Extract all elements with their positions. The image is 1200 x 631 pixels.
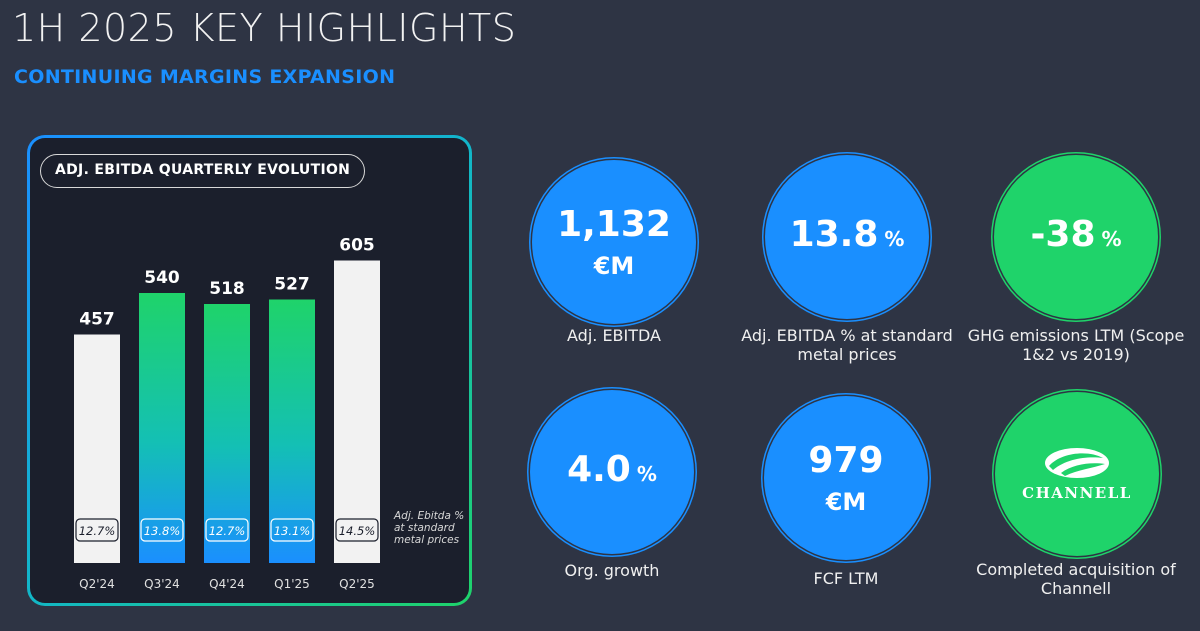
pct-badge [270, 518, 314, 542]
pct-badge [335, 518, 379, 542]
kpi-label-org-growth: Org. growth [564, 561, 660, 580]
kpi-circle-org-growth: 4.0% [530, 390, 694, 554]
channell-logo: CHANNELL [1022, 446, 1132, 502]
channell-logo-text: CHANNELL [1022, 484, 1132, 502]
kpi-label-fcf: FCF LTM [813, 569, 879, 588]
kpi-unit: €M [593, 252, 635, 280]
x-tick-label: Q4'24 [209, 577, 245, 591]
pct-badge [140, 518, 184, 542]
chart-note: Adj. Ebitda % at standard metal prices [394, 510, 465, 546]
kpi-value-row: 13.8% [790, 214, 905, 260]
kpi-unit: % [884, 227, 905, 251]
bar-value-label: 518 [209, 279, 245, 299]
pct-label: 12.7% [79, 524, 116, 538]
kpi-unit: €M [825, 488, 867, 516]
kpi-value: 1,132 [557, 204, 671, 245]
x-tick-label: Q2'25 [339, 577, 375, 591]
channell-swirl-icon [1044, 448, 1109, 478]
kpi-label-adj-ebitda: Adj. EBITDA [567, 326, 661, 345]
bar-value-label: 540 [144, 268, 180, 288]
pct-label: 14.5% [339, 524, 376, 538]
kpi-circle-channell: CHANNELL [995, 392, 1159, 556]
page-title: 1H 2025 KEY HIGHLIGHTS [12, 6, 517, 50]
kpi-unit: % [1101, 227, 1122, 251]
x-tick-label: Q3'24 [144, 577, 180, 591]
kpi-value: -38 [1030, 214, 1096, 255]
bar-Q3'24 [139, 293, 185, 563]
ebitda-bar-chart: 457 12.7% Q2'24 540 13.8% Q3'24 518 12.7% Q4'24 5… [74, 236, 380, 591]
kpi-circle-ghg: -38% [994, 155, 1158, 319]
bar-value-label: 457 [79, 310, 115, 330]
x-tick-label: Q1'25 [274, 577, 310, 591]
pct-label: 13.1% [274, 524, 311, 538]
ebitda-chart-inner: 457 12.7% Q2'24 540 13.8% Q3'24 518 12.7% Q4'24 5… [30, 138, 469, 603]
pct-badge [75, 518, 119, 542]
bar-Q4'24 [204, 304, 250, 563]
kpi-value-row: -38% [1030, 214, 1121, 260]
kpi-unit: % [636, 462, 657, 486]
kpi-label-channell: Completed acquisition of Channell [976, 560, 1176, 598]
page-subtitle: CONTINUING MARGINS EXPANSION [14, 66, 396, 88]
bar-value-label: 605 [339, 236, 375, 256]
ebitda-chart-panel: 457 12.7% Q2'24 540 13.8% Q3'24 518 12.7% Q4'24 5… [27, 135, 472, 606]
kpi-circle-fcf: 979 €M [764, 396, 928, 560]
pct-label: 12.7% [209, 524, 246, 538]
kpi-value: 4.0 [567, 449, 631, 490]
kpi-circle-adj-ebitda: 1,132 €M [532, 160, 696, 324]
kpi-value: 13.8 [789, 214, 879, 255]
chart-title: ADJ. EBITDA QUARTERLY EVOLUTION [40, 154, 366, 188]
bar-Q2'24 [74, 334, 120, 563]
kpi-circle-ebitda-margin: 13.8% [765, 155, 929, 319]
kpi-label-ebitda-margin: Adj. EBITDA % at standard metal prices [741, 326, 953, 364]
kpi-label-ghg: GHG emissions LTM (Scope 1&2 vs 2019) [967, 326, 1185, 364]
pct-label: 13.8% [144, 524, 181, 538]
kpi-value-row: 4.0% [567, 449, 657, 495]
kpi-value: 979 [808, 440, 884, 481]
pct-badge [205, 518, 249, 542]
bar-Q2'25 [334, 260, 380, 563]
bar-value-label: 527 [274, 275, 310, 295]
x-tick-label: Q2'24 [79, 577, 115, 591]
